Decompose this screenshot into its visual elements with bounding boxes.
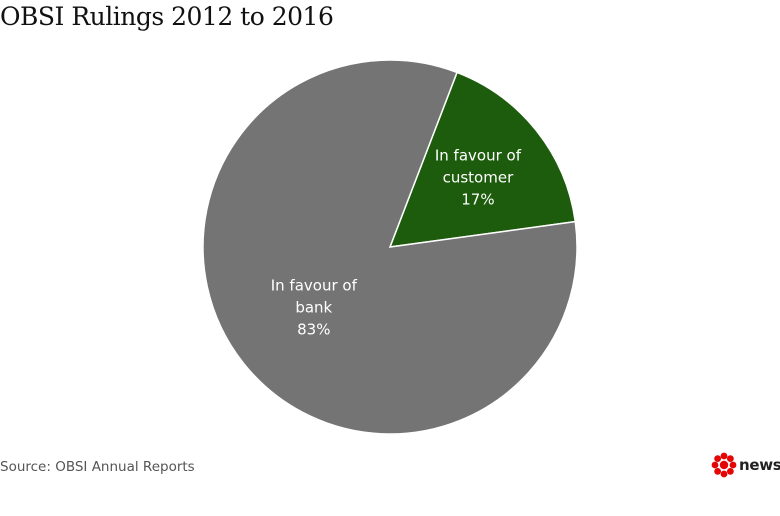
slice-category-label: bank — [295, 298, 332, 316]
brand-wordmark: news — [739, 456, 780, 474]
pie-slice-1 — [202, 59, 578, 435]
slice-category-label: In favour of — [435, 146, 522, 164]
cbc-gem-icon — [711, 452, 737, 478]
source-note: Source: OBSI Annual Reports — [0, 459, 195, 475]
pie-slice-0 — [388, 71, 577, 248]
slice-value-label: 17% — [461, 190, 494, 208]
slice-value-label: 83% — [297, 320, 330, 338]
cbc-news-logo: news — [711, 452, 780, 478]
slice-label-0: In favour of customer 17% — [435, 146, 522, 208]
chart-title: OBSI Rulings 2012 to 2016 — [0, 2, 334, 31]
slice-label-1: In favour of bank 83% — [271, 276, 358, 338]
slice-category-label: In favour of — [271, 276, 358, 294]
slice-category-label: customer — [443, 168, 514, 186]
